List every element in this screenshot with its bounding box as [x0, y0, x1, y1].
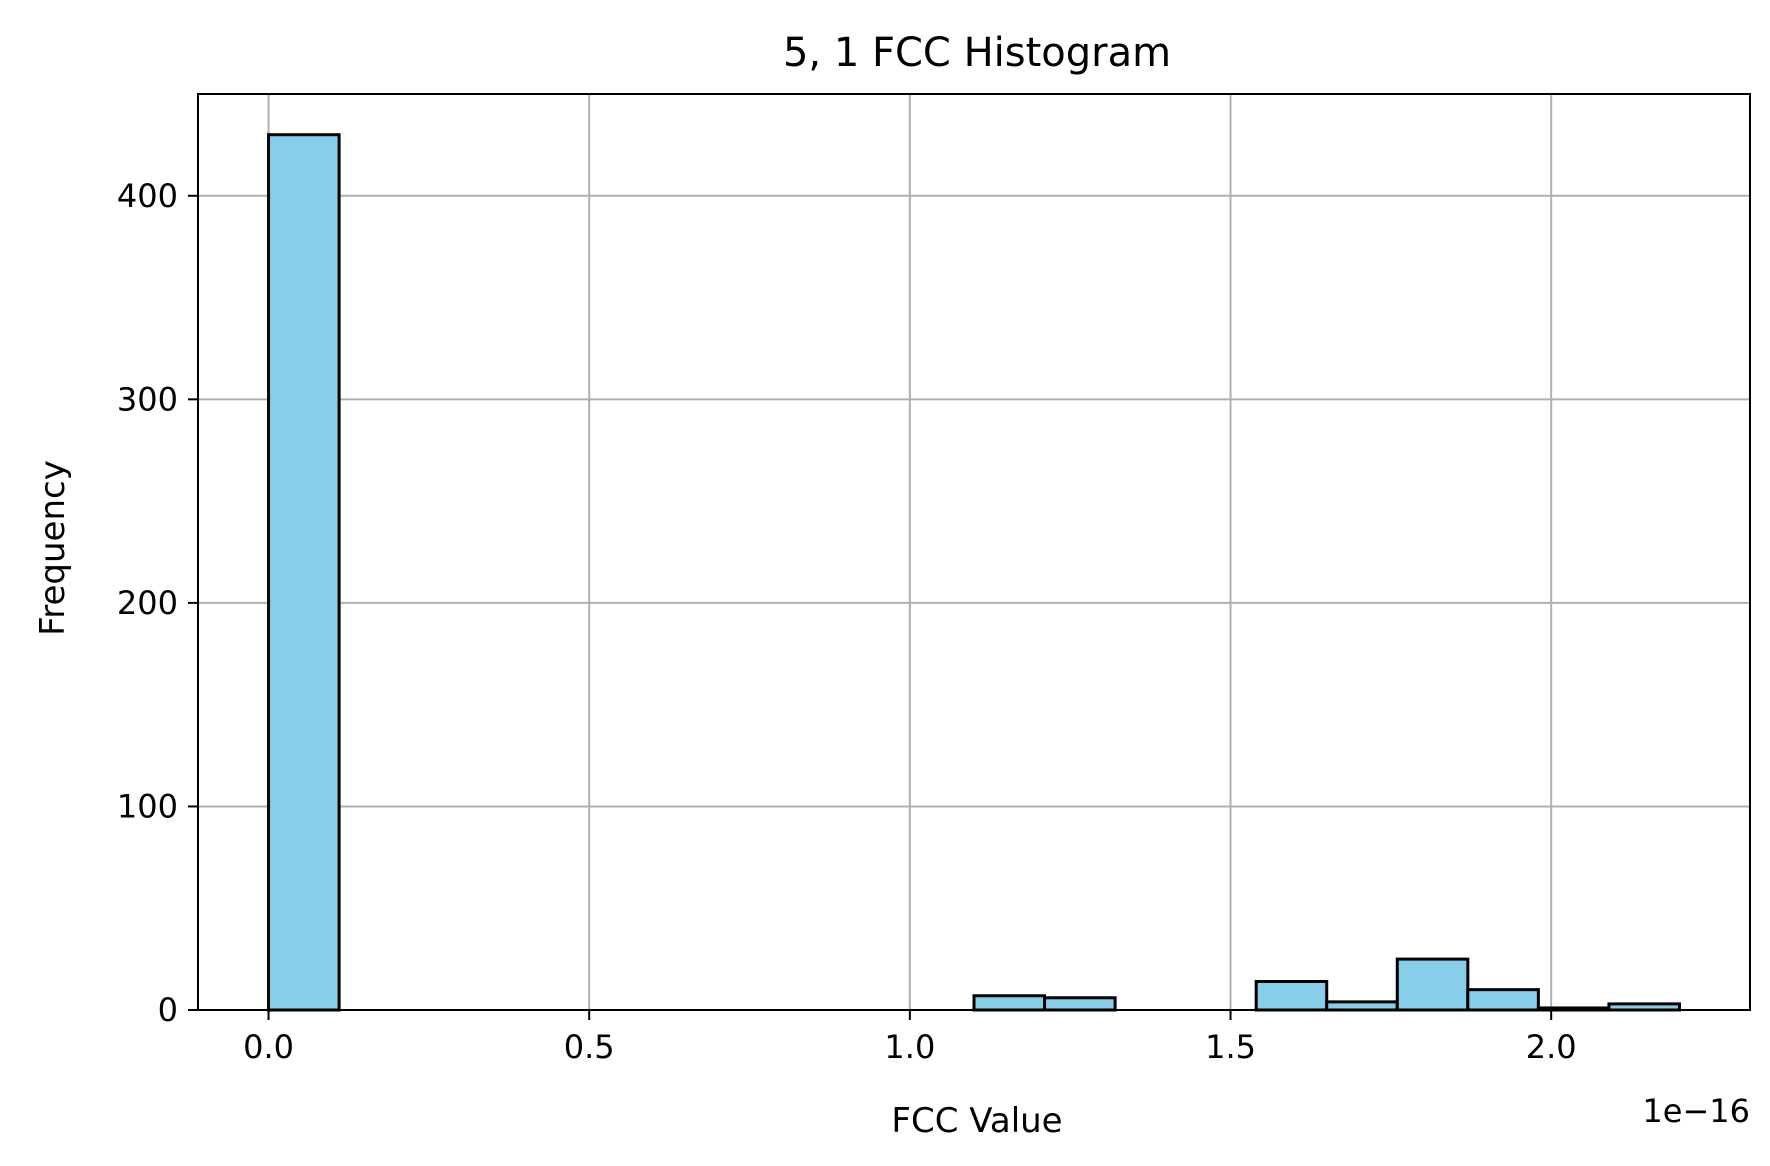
x-tick-label: 1.5 — [1205, 1028, 1256, 1066]
y-tick-label: 300 — [117, 380, 178, 418]
histogram-bar — [974, 996, 1045, 1010]
x-axis-offset-label: 1e−16 — [1642, 1092, 1750, 1130]
y-axis-label: Frequency — [33, 460, 73, 636]
histogram-bar — [1256, 982, 1327, 1010]
histogram-bar — [1397, 959, 1468, 1010]
histogram-bar — [1468, 990, 1539, 1010]
x-axis-label: FCC Value — [891, 1101, 1062, 1141]
y-tick-label: 400 — [117, 177, 178, 215]
y-tick-label: 0 — [158, 991, 178, 1029]
histogram-bar — [1327, 1002, 1398, 1010]
chart-title: 5, 1 FCC Histogram — [783, 30, 1171, 76]
histogram-bar — [269, 135, 340, 1010]
y-tick-label: 100 — [117, 787, 178, 825]
histogram-bar — [1045, 998, 1116, 1010]
x-tick-label: 2.0 — [1526, 1028, 1577, 1066]
x-tick-label: 1.0 — [884, 1028, 935, 1066]
y-tick-label: 200 — [117, 584, 178, 622]
x-tick-label: 0.0 — [243, 1028, 294, 1066]
x-tick-label: 0.5 — [564, 1028, 615, 1066]
